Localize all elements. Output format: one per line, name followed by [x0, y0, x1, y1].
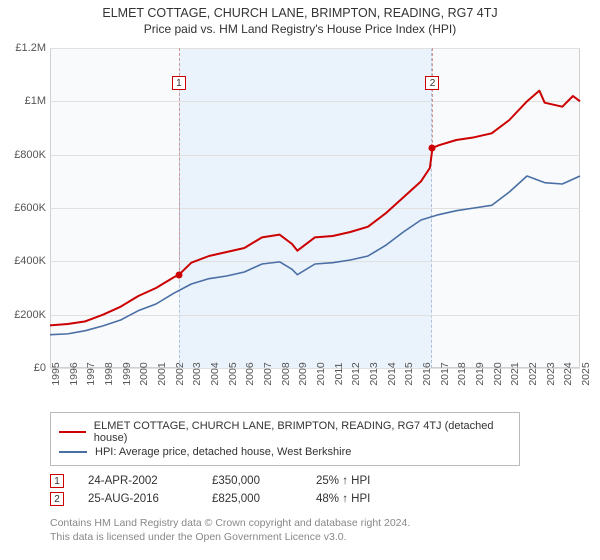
table-row: 1 24-APR-2002 £350,000 25% ↑ HPI [50, 474, 590, 488]
sale-vs-hpi: 48% ↑ HPI [316, 493, 406, 505]
sale-vs-hpi: 25% ↑ HPI [316, 475, 406, 487]
legend-label-hpi: HPI: Average price, detached house, West… [95, 446, 351, 458]
price-chart: £0£200K£400K£600K£800K£1M£1.2M1995199619… [0, 36, 600, 406]
sale-date: 24-APR-2002 [88, 475, 188, 487]
sale-marker-badge: 1 [50, 474, 64, 488]
sale-marker-badge: 2 [50, 492, 64, 506]
footer-line: This data is licensed under the Open Gov… [50, 530, 590, 544]
legend-row: ELMET COTTAGE, CHURCH LANE, BRIMPTON, RE… [59, 420, 511, 444]
sale-dot [175, 271, 182, 278]
legend-swatch-hpi [59, 451, 87, 453]
series-property [50, 91, 580, 326]
footer-attribution: Contains HM Land Registry data © Crown c… [50, 516, 590, 544]
sale-price: £350,000 [212, 475, 292, 487]
sale-dot [429, 145, 436, 152]
series-hpi [50, 176, 580, 335]
title-main: ELMET COTTAGE, CHURCH LANE, BRIMPTON, RE… [0, 6, 600, 20]
legend-swatch-property [59, 431, 86, 433]
legend-row: HPI: Average price, detached house, West… [59, 446, 511, 458]
chart-titles: ELMET COTTAGE, CHURCH LANE, BRIMPTON, RE… [0, 0, 600, 36]
sale-marker-box: 2 [425, 76, 439, 90]
footer-line: Contains HM Land Registry data © Crown c… [50, 516, 590, 530]
sale-price: £825,000 [212, 493, 292, 505]
title-sub: Price paid vs. HM Land Registry's House … [0, 22, 600, 36]
sales-table: 1 24-APR-2002 £350,000 25% ↑ HPI 2 25-AU… [50, 474, 590, 506]
sale-marker-box: 1 [172, 76, 186, 90]
legend-label-property: ELMET COTTAGE, CHURCH LANE, BRIMPTON, RE… [94, 420, 511, 444]
legend-box: ELMET COTTAGE, CHURCH LANE, BRIMPTON, RE… [50, 412, 520, 466]
table-row: 2 25-AUG-2016 £825,000 48% ↑ HPI [50, 492, 590, 506]
sale-date: 25-AUG-2016 [88, 493, 188, 505]
sale-marker-dash [432, 48, 433, 148]
series-svg [0, 36, 590, 378]
